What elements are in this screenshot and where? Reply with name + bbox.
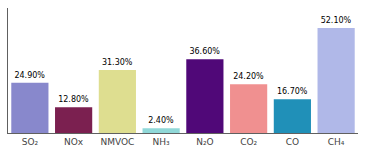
svg-text:31.30%: 31.30% — [102, 58, 133, 67]
svg-text:N₂O: N₂O — [196, 137, 213, 147]
svg-text:12.80%: 12.80% — [58, 95, 89, 104]
svg-text:NOx: NOx — [64, 137, 84, 147]
svg-text:36.60%: 36.60% — [189, 47, 220, 56]
svg-text:NH₃: NH₃ — [153, 137, 171, 147]
svg-text:SO₂: SO₂ — [22, 137, 39, 147]
svg-text:2.40%: 2.40% — [148, 116, 174, 125]
svg-text:16.70%: 16.70% — [277, 87, 308, 96]
svg-text:24.20%: 24.20% — [233, 72, 264, 81]
svg-text:NMVOC: NMVOC — [100, 137, 134, 147]
svg-text:24.90%: 24.90% — [14, 71, 45, 80]
svg-text:CO: CO — [286, 137, 299, 147]
svg-text:CO₂: CO₂ — [240, 137, 257, 147]
svg-text:52.10%: 52.10% — [321, 16, 352, 25]
svg-text:CH₄: CH₄ — [328, 137, 345, 147]
